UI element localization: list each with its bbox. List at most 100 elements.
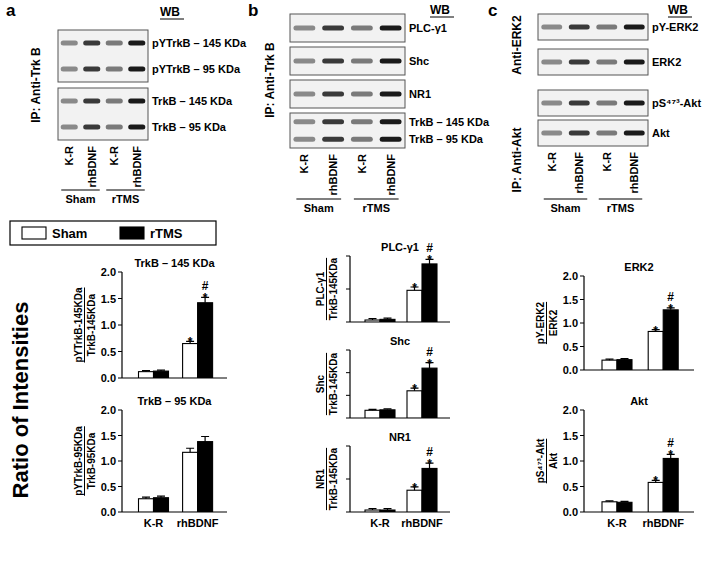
y-label: NR1	[315, 469, 326, 489]
blot-band	[380, 137, 402, 142]
fraction-line	[546, 302, 547, 344]
blot-band	[128, 67, 145, 72]
error-bar	[606, 359, 614, 361]
bar	[365, 510, 380, 512]
y-tick	[346, 289, 350, 290]
y-label: TrkB-145KDa	[328, 352, 339, 415]
annotation: #	[426, 241, 433, 255]
blot-band	[596, 25, 617, 30]
y-tick	[118, 486, 122, 487]
lane-label: rhBDNF	[573, 152, 585, 194]
error-bar	[142, 497, 150, 499]
y-label: Akt	[548, 452, 559, 469]
chart: NR1NR1TrkB-145KDa**#K-RrhBDNF	[315, 431, 450, 529]
blot	[290, 14, 405, 42]
y-tick-label: 2.0	[101, 404, 116, 416]
error-bar	[142, 371, 150, 372]
y-tick-label: 0.0	[563, 364, 578, 376]
ip-label: Anti-ERK2	[510, 15, 524, 75]
panel-b: bWBIP: Anti-Trk BPLC-γ1ShcNR1TrkB – 145 …	[248, 1, 490, 214]
bar	[422, 264, 437, 322]
blot-band	[61, 125, 78, 130]
blot	[290, 80, 405, 108]
y-tick	[346, 256, 350, 257]
y-tick	[346, 479, 350, 480]
fraction-line	[326, 353, 327, 415]
blot-band	[569, 131, 590, 136]
y-label: TrkB-145KDa	[328, 447, 339, 510]
annotation: *	[203, 291, 208, 305]
y-tick	[346, 395, 350, 396]
y-tick-label: 1.0	[101, 319, 116, 331]
legend-frame	[10, 221, 216, 245]
x-tick-label: rhBDNF	[401, 517, 443, 529]
x-tick-label: K-R	[607, 517, 627, 529]
group-line	[544, 198, 588, 199]
y-tick-label: 2.0	[101, 266, 116, 278]
blot-band	[293, 26, 315, 31]
lane-label: K-R	[298, 154, 310, 174]
y-tick	[346, 418, 350, 419]
blot-band	[293, 137, 315, 142]
chart: 0.00.51.01.52.0ERK2pY-ERK2ERK2**#	[535, 261, 694, 376]
blot-band	[83, 99, 100, 104]
annotation: *	[668, 302, 673, 316]
bar	[663, 310, 678, 370]
panel-letter: c	[488, 1, 497, 20]
blot-label: pYTrkB – 95 KDa	[152, 63, 241, 75]
wb-underline	[430, 17, 454, 18]
group-line	[61, 189, 100, 190]
bar	[139, 499, 154, 512]
bar	[198, 442, 213, 512]
legend-label: rTMS	[150, 226, 183, 241]
y-label: TrkB-145KDa	[86, 293, 97, 356]
panel-letter: b	[248, 1, 258, 20]
blot-band	[322, 119, 344, 124]
marks	[602, 308, 678, 370]
y-tick	[580, 299, 584, 300]
bar	[422, 368, 437, 418]
figure: Ratio of IntensitiesaWBIP: Anti-Trk BpYT…	[0, 0, 720, 562]
blot-band	[596, 60, 617, 65]
group-line	[106, 189, 145, 190]
error-bar	[186, 448, 194, 452]
blot-band	[380, 26, 402, 31]
wb-label: WB	[668, 3, 688, 17]
error-bar	[384, 408, 392, 410]
legend-swatch	[22, 227, 46, 239]
blot-band	[380, 119, 402, 124]
blot-band	[351, 119, 373, 124]
blot-band	[541, 60, 562, 65]
bar	[183, 452, 198, 512]
chart: PLC-γ1PLC-γ1TrkB-145KDa**#	[315, 241, 450, 322]
bar	[407, 290, 422, 322]
blot-band	[106, 125, 123, 130]
y-tick-label: 0.0	[101, 372, 116, 384]
chart: 0.00.51.01.52.0TrkB – 95 KDapYTrkB-95KDa…	[73, 395, 227, 529]
y-tick	[580, 512, 584, 513]
y-label: PLC-γ1	[315, 271, 326, 306]
y-tick	[580, 486, 584, 487]
annotation: *	[427, 253, 432, 267]
y-label: ERK2	[548, 309, 559, 336]
y-label: pY-ERK2	[535, 301, 546, 344]
y-tick-label: 1.0	[101, 455, 116, 467]
group-label: rTMS	[607, 202, 635, 214]
y-tick-label: 2.0	[563, 270, 578, 282]
bar	[365, 320, 380, 322]
panel-c: cWBAnti-ERK2IP: Anti-AktpY-ERK2ERK2pS⁴⁷³…	[488, 1, 701, 214]
y-tick-label: 1.0	[563, 317, 578, 329]
blot-band	[541, 131, 562, 136]
blot-band	[128, 41, 145, 46]
blot-band	[351, 92, 373, 97]
y-tick	[118, 351, 122, 352]
annotation: *	[668, 448, 673, 462]
y-tick	[346, 372, 350, 373]
blot-label: PLC-γ1	[409, 22, 447, 34]
y-tick	[118, 435, 122, 436]
marks	[139, 437, 213, 512]
y-tick	[118, 512, 122, 513]
y-tick	[118, 378, 122, 379]
lane-label: rhBDNF	[385, 154, 397, 196]
x-tick-label: rhBDNF	[642, 517, 684, 529]
